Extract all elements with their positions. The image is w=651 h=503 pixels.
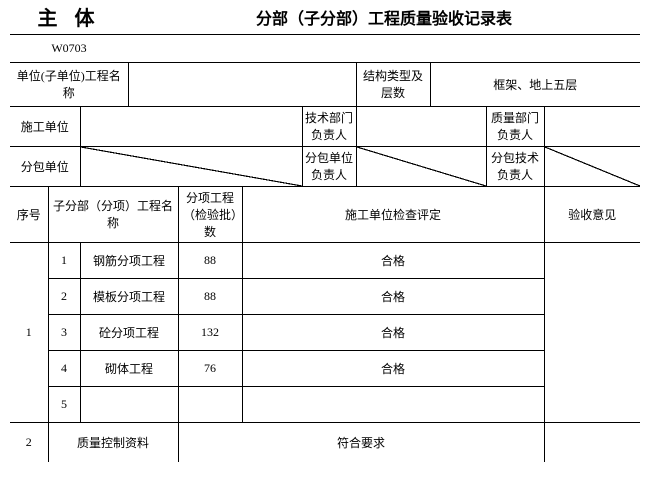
row-name: 砼分项工程 xyxy=(80,314,178,350)
row-idx: 1 xyxy=(48,242,80,278)
acceptance-record-table: 主 体 分部（子分部）工程质量验收记录表 W0703 单位(子单位)工程名称 结… xyxy=(10,0,640,462)
value-subcontract-unit xyxy=(80,146,302,186)
value-structure-type: 框架、地上五层 xyxy=(430,62,640,106)
title-right: 分部（子分部）工程质量验收记录表 xyxy=(128,0,640,34)
label-unit-project: 单位(子单位)工程名称 xyxy=(10,62,128,106)
value-tech-dept-head xyxy=(356,106,486,146)
value-unit-project xyxy=(128,62,356,106)
label-tech-dept-head: 技术部门负责人 xyxy=(302,106,356,146)
value-subcontract-tech-head xyxy=(544,146,640,186)
row-count: 132 xyxy=(178,314,242,350)
label-subcontract-tech-head: 分包技术负责人 xyxy=(486,146,544,186)
row-name xyxy=(80,386,178,422)
row-result xyxy=(242,386,544,422)
col-subitem-name: 子分部（分项）工程名称 xyxy=(48,186,178,242)
form-code: W0703 xyxy=(10,34,128,62)
label-construction-unit: 施工单位 xyxy=(10,106,80,146)
row-idx: 3 xyxy=(48,314,80,350)
row-name: 模板分项工程 xyxy=(80,278,178,314)
footer-acceptance xyxy=(544,422,640,462)
code-spacer xyxy=(128,34,640,62)
row-count: 88 xyxy=(178,242,242,278)
footer-seq: 2 xyxy=(10,422,48,462)
label-quality-dept-head: 质量部门负责人 xyxy=(486,106,544,146)
row-count: 76 xyxy=(178,350,242,386)
value-subcontract-head xyxy=(356,146,486,186)
value-quality-dept-head xyxy=(544,106,640,146)
row-result: 合格 xyxy=(242,242,544,278)
label-subcontract-unit: 分包单位 xyxy=(10,146,80,186)
label-subcontract-head: 分包单位负责人 xyxy=(302,146,356,186)
row-idx: 5 xyxy=(48,386,80,422)
row-result: 合格 xyxy=(242,314,544,350)
row-name: 砌体工程 xyxy=(80,350,178,386)
row-name: 钢筋分项工程 xyxy=(80,242,178,278)
col-acceptance: 验收意见 xyxy=(544,186,640,242)
group-seq-1: 1 xyxy=(10,242,48,422)
title-left: 主 体 xyxy=(10,0,128,34)
row-idx: 2 xyxy=(48,278,80,314)
row-count: 88 xyxy=(178,278,242,314)
row-result: 合格 xyxy=(242,350,544,386)
row-count xyxy=(178,386,242,422)
footer-meets-req: 符合要求 xyxy=(178,422,544,462)
col-batch-count: 分项工程（检验批）数 xyxy=(178,186,242,242)
footer-quality-control: 质量控制资料 xyxy=(48,422,178,462)
acceptance-cell xyxy=(544,242,640,422)
label-structure-type: 结构类型及层数 xyxy=(356,62,430,106)
col-inspection: 施工单位检查评定 xyxy=(242,186,544,242)
form-page: 主 体 分部（子分部）工程质量验收记录表 W0703 单位(子单位)工程名称 结… xyxy=(0,0,651,503)
value-construction-unit xyxy=(80,106,302,146)
col-seq: 序号 xyxy=(10,186,48,242)
row-idx: 4 xyxy=(48,350,80,386)
row-result: 合格 xyxy=(242,278,544,314)
